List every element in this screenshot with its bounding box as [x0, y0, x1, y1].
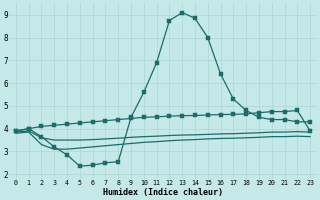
- X-axis label: Humidex (Indice chaleur): Humidex (Indice chaleur): [103, 188, 223, 197]
